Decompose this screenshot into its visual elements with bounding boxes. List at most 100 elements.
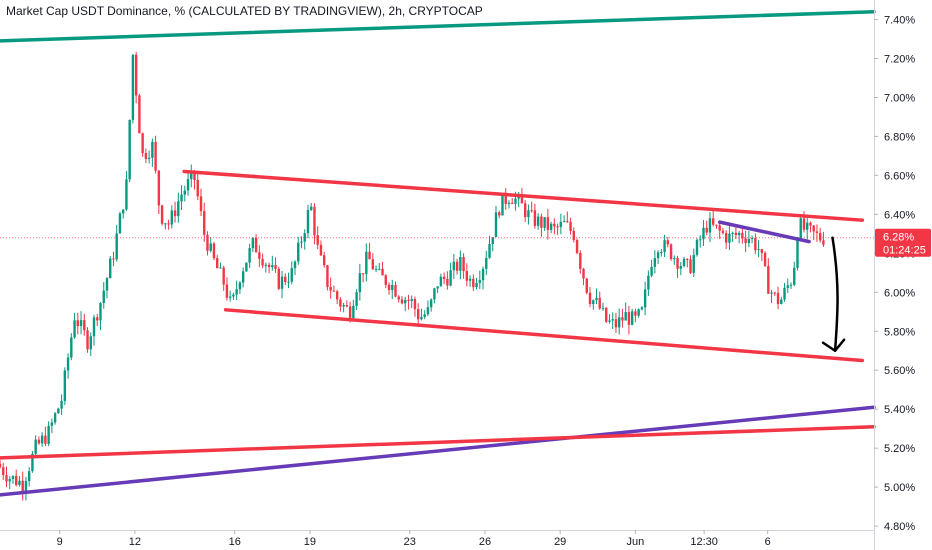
candle-down: [579, 252, 582, 269]
candle-up: [643, 289, 647, 308]
trendline-1: [182, 169, 865, 222]
candle-down: [540, 216, 543, 228]
candle-up: [280, 276, 284, 289]
candle-down: [394, 284, 397, 297]
candle-up: [164, 223, 167, 225]
candle-up: [481, 268, 485, 281]
candle-up: [549, 223, 553, 230]
candle-down: [767, 265, 770, 294]
candle-down: [446, 278, 449, 286]
candle-up: [475, 282, 478, 288]
candle-up: [287, 281, 290, 283]
candle-down: [141, 133, 144, 154]
candle-up: [378, 268, 381, 270]
candle-down: [465, 271, 469, 281]
candle-down: [37, 439, 41, 444]
candle-up: [637, 309, 640, 316]
candle-up: [562, 221, 566, 223]
candle-down: [598, 297, 601, 309]
candle-down: [472, 278, 475, 288]
candle-up: [238, 282, 242, 290]
x-tick-label: 29: [554, 536, 566, 548]
candle-up: [452, 261, 456, 271]
candle-up: [8, 478, 11, 482]
y-tick-label: 7.00%: [884, 92, 915, 104]
candle-up: [290, 268, 293, 282]
candle-down: [712, 218, 715, 225]
trendline-0: [0, 9, 876, 43]
candle-up: [34, 439, 37, 454]
candle-up: [47, 425, 50, 444]
candle-down: [718, 225, 721, 231]
candle-down: [284, 276, 287, 283]
candle-up: [708, 218, 712, 233]
candle-down: [326, 265, 329, 288]
candle-up: [663, 240, 666, 253]
candle-up: [702, 227, 705, 240]
candle-down: [258, 252, 261, 259]
candle-up: [293, 261, 297, 269]
candle-up: [297, 242, 300, 262]
candle-up: [66, 357, 70, 371]
candle-up: [695, 239, 699, 255]
candle-down: [569, 221, 572, 231]
candle-up: [439, 276, 443, 287]
x-tick-label: 16: [229, 536, 241, 548]
candle-up: [102, 290, 105, 304]
candle-down: [274, 265, 277, 269]
candle-down: [2, 467, 5, 476]
candle-down: [348, 306, 352, 319]
candle-up: [468, 278, 472, 281]
arrow-shaft: [831, 236, 839, 352]
candle-up: [355, 292, 358, 306]
candle-down: [815, 231, 819, 233]
candle-down: [44, 435, 47, 444]
candle-down: [212, 243, 216, 259]
candle-up: [186, 179, 190, 191]
candle-up: [793, 267, 796, 285]
candle-up: [57, 408, 60, 414]
candle-down: [582, 268, 585, 279]
candle-down: [316, 235, 319, 245]
candle-up: [494, 212, 498, 238]
candle-up: [611, 319, 614, 321]
candle-down: [523, 203, 527, 218]
y-tick-label: 5.20%: [884, 443, 915, 455]
candle-down: [498, 212, 501, 216]
candle-up: [352, 305, 355, 319]
candle-down: [387, 284, 391, 290]
candle-down: [566, 221, 569, 223]
candle-down: [160, 205, 164, 224]
candle-down: [196, 180, 199, 197]
candle-up: [248, 248, 251, 263]
candle-down: [384, 275, 387, 285]
candle-down: [585, 278, 588, 293]
x-tick-label: 9: [57, 536, 63, 548]
candle-up: [786, 285, 789, 288]
candle-down: [322, 255, 326, 266]
candle-up: [617, 317, 621, 328]
candle-up: [79, 320, 83, 327]
candle-down: [76, 320, 80, 327]
candle-down: [134, 54, 138, 96]
candle-up: [656, 252, 660, 259]
candle-down: [721, 230, 725, 234]
candle-up: [601, 307, 605, 309]
candle-up: [780, 299, 783, 304]
candle-down: [812, 225, 815, 232]
candle-up: [342, 305, 345, 307]
candle-down: [335, 291, 339, 300]
candle-down: [705, 227, 708, 233]
trendline-5: [0, 424, 876, 460]
candle-up: [536, 216, 540, 226]
candle-down: [413, 299, 417, 310]
y-tick-label: 6.60%: [884, 170, 915, 182]
candle-up: [183, 190, 186, 195]
last-price-value: 6.28%: [883, 232, 914, 244]
x-tick-label: 6: [765, 536, 771, 548]
y-tick-label: 6.80%: [884, 131, 915, 143]
last-price-badge: [875, 228, 931, 257]
candle-down: [157, 170, 161, 206]
